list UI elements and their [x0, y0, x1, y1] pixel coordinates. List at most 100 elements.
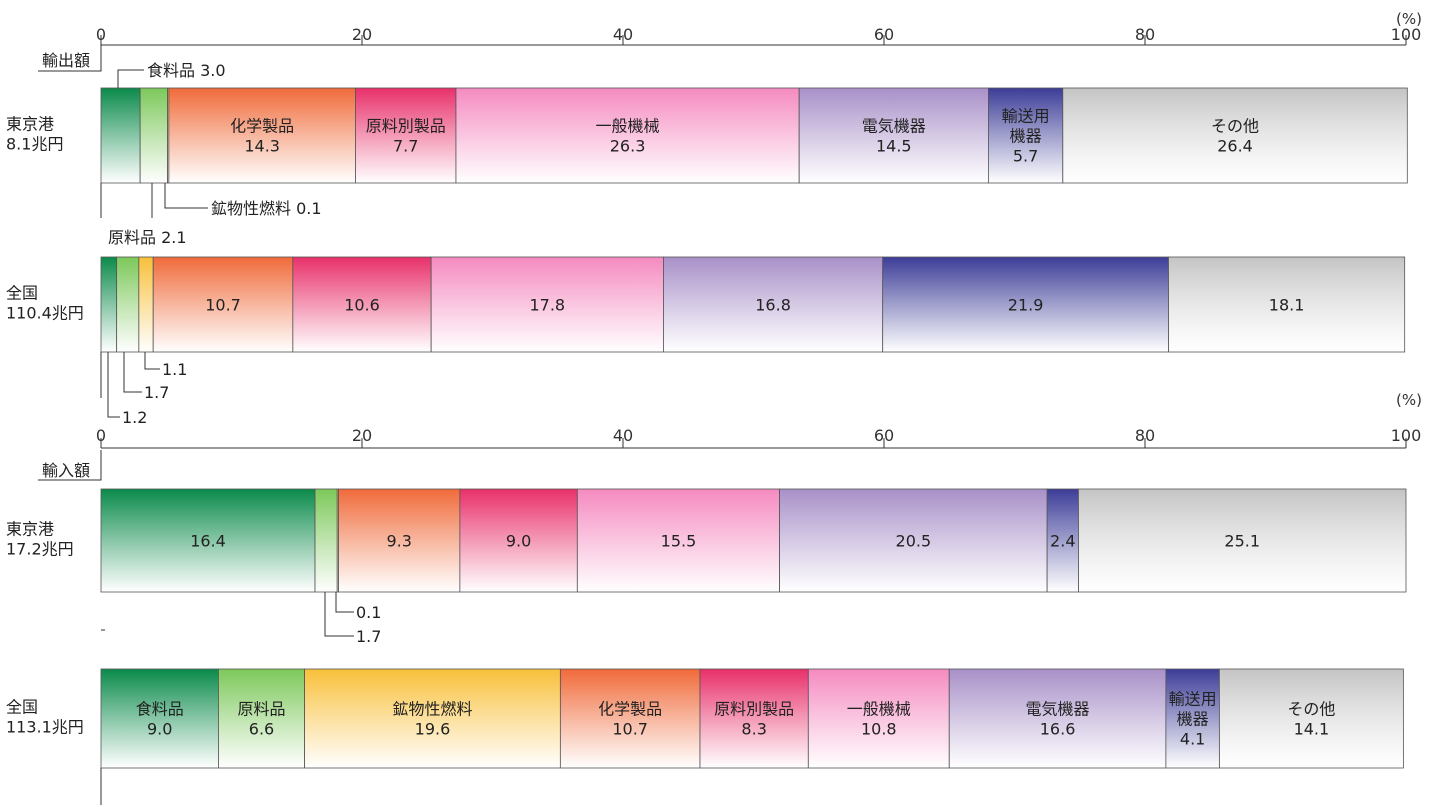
- segment-label: 21.9: [1008, 296, 1044, 315]
- row-label-name: 東京港: [6, 115, 54, 134]
- x-tick-label: 20: [352, 426, 372, 445]
- segment-label: 化学製品 14.3: [230, 117, 294, 156]
- segment-label: 鉱物性燃料 19.6: [392, 700, 472, 739]
- bar-segment-elec: [948, 668, 1167, 769]
- segment-label: 18.1: [1269, 296, 1305, 315]
- callout-leader: [324, 592, 354, 637]
- bar-segment-other: [1062, 87, 1408, 184]
- segment-label: 9.0: [506, 532, 531, 551]
- bar-segment-food: [100, 256, 118, 353]
- bar-segment-trans: [988, 87, 1064, 184]
- row-label-name: 全国: [6, 698, 38, 717]
- bar-segment-elec: [779, 488, 1048, 593]
- bar-segment-mach: [576, 488, 781, 593]
- bar-segment-mach: [455, 87, 800, 184]
- x-tick-label: 60: [874, 25, 894, 44]
- segment-label: 9.3: [386, 532, 411, 551]
- bar-segment-mach: [807, 668, 950, 769]
- segment-label: 輸送用機器 4.1: [1169, 690, 1217, 749]
- bar-segment-other: [1168, 256, 1406, 353]
- bar-segment-chem: [559, 668, 701, 769]
- x-tick-label: 20: [352, 25, 372, 44]
- segment-label: 15.5: [661, 532, 697, 551]
- callout-leader: [117, 69, 144, 88]
- section-label-bracket: [38, 450, 102, 481]
- x-tick-label: 60: [874, 426, 894, 445]
- bar-segment-fuel: [138, 256, 154, 353]
- bar-segment-other: [1078, 488, 1407, 593]
- segment-label: 化学製品 10.7: [598, 700, 662, 739]
- bar-segment-mat: [699, 668, 809, 769]
- bar-segment-trans: [882, 256, 1169, 353]
- row-label-total: 8.1兆円: [6, 135, 63, 154]
- bar-segment-food: [100, 668, 219, 769]
- bar-segment-raw: [116, 256, 140, 353]
- callout-label: 鉱物性燃料 0.1: [211, 199, 322, 218]
- bar-segment-mat: [292, 256, 432, 353]
- unit-label: (%): [1396, 391, 1422, 409]
- callout-label: 1.2: [122, 408, 147, 427]
- segment-label: 20.5: [896, 532, 932, 551]
- segment-label: 17.8: [529, 296, 565, 315]
- segment-label: 一般機械 26.3: [596, 117, 660, 156]
- x-tick-label: 40: [613, 426, 633, 445]
- segment-label: 輸送用機器 5.7: [1002, 107, 1050, 166]
- segment-label: 原料品 6.6: [238, 700, 286, 739]
- callout-leader: [123, 352, 142, 393]
- row-label-name: 全国: [6, 284, 38, 303]
- bar-segment-raw: [218, 668, 305, 769]
- bar-segment-mat: [355, 87, 457, 184]
- unit-label: (%): [1396, 10, 1422, 28]
- bar-segment-elec: [798, 87, 989, 184]
- callout-label: 1.7: [356, 627, 381, 646]
- callout-leader: [107, 352, 120, 418]
- callout-leader: [144, 352, 160, 370]
- x-tick-label: 0: [96, 426, 106, 445]
- x-tick-label: 0: [96, 25, 106, 44]
- row-label-total: 113.1兆円: [6, 718, 84, 737]
- bar-segment-mach: [430, 256, 664, 353]
- segment-label: 16.4: [190, 532, 226, 551]
- segment-label: その他 26.4: [1211, 117, 1259, 156]
- bar-segment-chem: [338, 488, 461, 593]
- callout-label: 1.7: [144, 383, 169, 402]
- bar-segment-mat: [459, 488, 578, 593]
- segment-label: 電気機器 14.5: [862, 117, 926, 156]
- segment-label: 10.7: [205, 296, 241, 315]
- x-tick-label: 100: [1391, 426, 1422, 445]
- section-label: 輸出額: [42, 51, 90, 70]
- segment-label: 原料別製品 7.7: [366, 117, 446, 156]
- segment-label: 原料別製品 8.3: [714, 700, 794, 739]
- x-tick-label: 80: [1135, 25, 1155, 44]
- bar-segment-chem: [168, 87, 356, 184]
- segment-label: 16.8: [755, 296, 791, 315]
- callout-leader: [335, 592, 354, 613]
- callout-label: 0.1: [356, 603, 381, 622]
- callout-label: 原料品 2.1: [108, 228, 187, 247]
- x-tick-label: 80: [1135, 426, 1155, 445]
- segment-label: 10.6: [344, 296, 380, 315]
- segment-label: 電気機器 16.6: [1026, 700, 1090, 739]
- segment-label: 25.1: [1224, 532, 1260, 551]
- row-label-total: 110.4兆円: [6, 304, 84, 323]
- segment-label: その他 14.1: [1287, 700, 1335, 739]
- segment-label: 一般機械 10.8: [847, 700, 911, 739]
- callout-leader: [164, 183, 208, 209]
- segment-label: 2.4: [1050, 532, 1075, 551]
- bar-segment-raw: [314, 488, 338, 593]
- section-label-bracket: [38, 45, 102, 72]
- row-label-name: 東京港: [6, 520, 54, 539]
- callout-label: 食料品 3.0: [147, 61, 226, 80]
- bar-segment-food: [100, 87, 141, 184]
- callout-label: 1.1: [162, 360, 187, 379]
- row-label-total: 17.2兆円: [6, 540, 74, 559]
- bar-segment-food: [100, 488, 316, 593]
- bar-segment-raw: [139, 87, 168, 184]
- bar-segment-fuel: [304, 668, 561, 769]
- bar-segment-chem: [152, 256, 294, 353]
- bar-segment-other: [1218, 668, 1404, 769]
- x-tick-label: 40: [613, 25, 633, 44]
- segment-label: 食料品 9.0: [136, 700, 184, 739]
- section-label: 輸入額: [42, 461, 90, 480]
